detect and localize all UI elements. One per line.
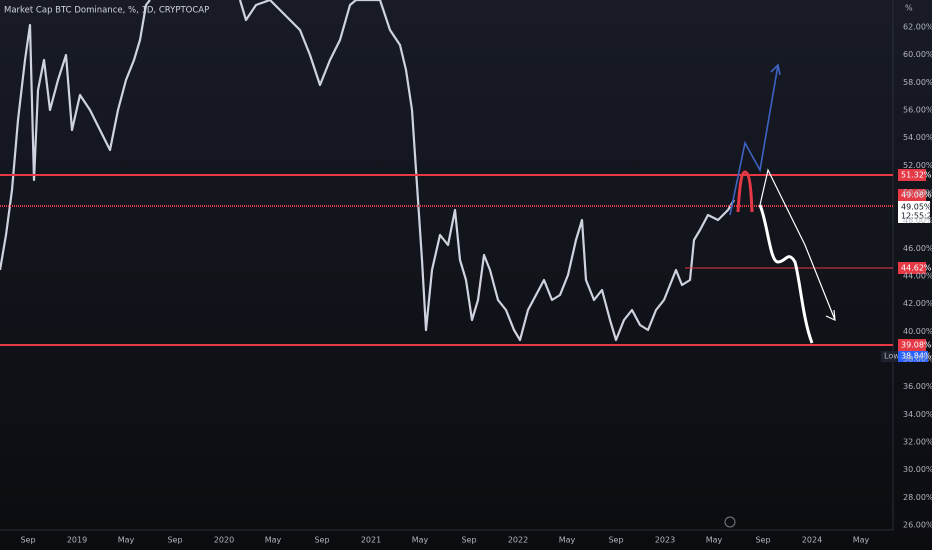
price-axis-label: 32.00% (903, 438, 932, 447)
bear-projection (759, 168, 836, 321)
price-tag-label: 51.32% (901, 171, 932, 180)
price-trace (238, 0, 735, 342)
time-axis-label: 2024 (802, 536, 822, 545)
time-axis-label: May (412, 536, 429, 545)
time-axis-label: 2020 (214, 536, 234, 545)
time-axis-label: Sep (167, 536, 182, 545)
time-axis-label: May (706, 536, 723, 545)
price-axis-label: 42.00% (903, 299, 932, 308)
axis-unit: % (905, 4, 913, 13)
price-tag-label: 39.08% (901, 341, 932, 350)
price-tag-label: 49.08% (901, 191, 932, 200)
price-axis-label: 44.00% (903, 272, 932, 281)
price-axis-label: 48.00% (903, 216, 932, 225)
time-axis-label: 2021 (361, 536, 381, 545)
time-axis-label: May (853, 536, 870, 545)
low-value: 38.84% (901, 352, 932, 361)
bear-curve (758, 204, 814, 344)
time-axis-label: Sep (755, 536, 770, 545)
current-price-tag (898, 201, 930, 223)
time-axis-label: Sep (314, 536, 329, 545)
current-price: 49.05% (901, 203, 932, 212)
price-axis-label: 36.00% (903, 382, 932, 391)
price-tag (898, 169, 926, 181)
price-trace (0, 0, 151, 271)
price-tag (898, 262, 926, 274)
price-axis-label: 62.00% (903, 23, 932, 32)
price-axis-label: 34.00% (903, 410, 932, 419)
time-axis-label: Sep (608, 536, 623, 545)
price-axis-label: 26.00% (903, 521, 932, 530)
time-axis-label: Sep (20, 536, 35, 545)
price-axis-label: 30.00% (903, 465, 932, 474)
price-tag-label: 44.62% (901, 264, 932, 273)
price-axis-label: 28.00% (903, 493, 932, 502)
chart-title: Market Cap BTC Dominance, %, 1D, CRYPTOC… (4, 6, 209, 16)
red-arc (736, 170, 754, 213)
low-tag-box (881, 351, 897, 362)
price-axis-label: 54.00% (903, 133, 932, 142)
low-value-box (898, 351, 928, 362)
price-tag (898, 189, 926, 201)
price-axis-label: 56.00% (903, 106, 932, 115)
time-axis-label: May (118, 536, 135, 545)
time-axis-label: May (265, 536, 282, 545)
time-axis-label: 2023 (655, 536, 675, 545)
price-axis-label: 38.00% (903, 355, 932, 364)
price-axis-label: 58.00% (903, 78, 932, 87)
price-tag (898, 339, 926, 351)
price-axis-label: 40.00% (903, 327, 932, 336)
time-axis-label: May (559, 536, 576, 545)
arrow-head (770, 63, 781, 76)
price-axis-label: 60.00% (903, 50, 932, 59)
countdown: 12:55:27 (901, 212, 932, 221)
bull-projection (729, 64, 779, 216)
price-axis-label: 46.00% (903, 244, 932, 253)
price-axis-label: 50.00% (903, 189, 932, 198)
price-axis-label: 52.00% (903, 161, 932, 170)
lightning-icon[interactable] (724, 516, 736, 528)
time-axis-label: Sep (461, 536, 476, 545)
arrow-head (825, 309, 836, 321)
low-tag: Low (884, 352, 900, 361)
time-axis-label: 2022 (508, 536, 528, 545)
time-axis-label: 2019 (67, 536, 87, 545)
